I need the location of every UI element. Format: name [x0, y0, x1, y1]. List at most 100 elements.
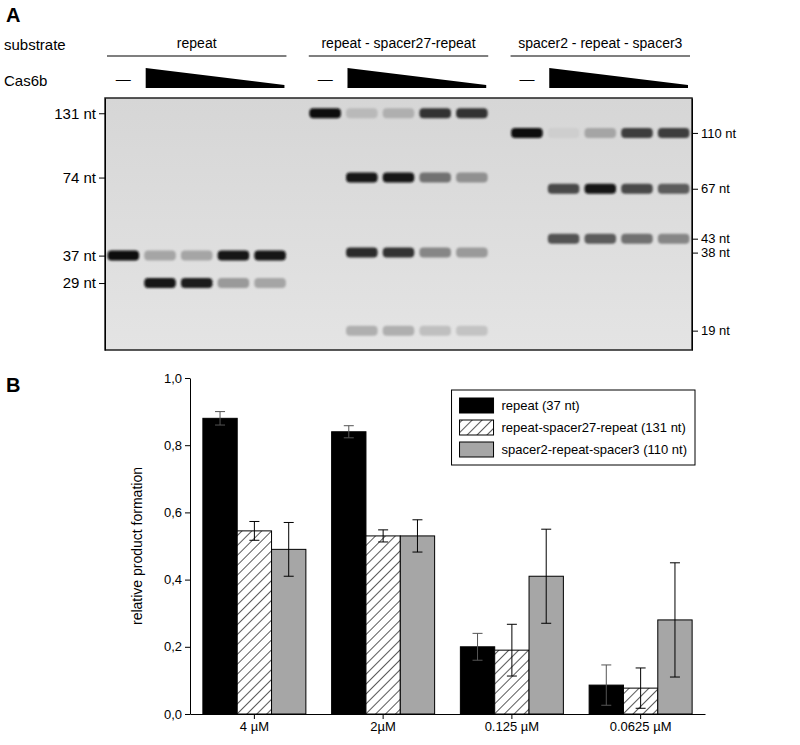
band: [548, 128, 580, 138]
tick-mark: [99, 283, 105, 284]
error-bar: [507, 624, 517, 676]
group-label: repeat: [177, 35, 217, 51]
error-cap: [215, 411, 225, 412]
tick: 0,2: [164, 639, 190, 654]
error-cap: [473, 660, 483, 661]
error-line: [288, 522, 289, 576]
legend-entry: repeat-spacer27-repeat (131 nt): [460, 420, 686, 435]
tick: 74 nt: [63, 169, 105, 186]
gel-panel: AsubstrateCas6brepeat—repeat - spacer27-…: [4, 4, 737, 351]
group-underline: [511, 55, 690, 56]
panel-label: A: [6, 4, 20, 26]
band: [419, 248, 451, 258]
error-cap: [249, 521, 259, 522]
tick-label: 0,4: [164, 572, 182, 587]
error-cap: [378, 541, 388, 542]
group-label: spacer2 - repeat - spacer3: [518, 35, 682, 51]
band: [383, 248, 415, 258]
error-line: [674, 563, 675, 677]
tick-mark: [185, 512, 190, 513]
band: [383, 326, 415, 336]
tick-mark: [692, 189, 698, 190]
control-label: —: [116, 70, 131, 87]
error-bar: [473, 633, 483, 660]
error-line: [640, 668, 641, 708]
error-cap: [670, 677, 680, 678]
tick: 67 nt: [692, 181, 730, 196]
band: [346, 248, 378, 258]
legend-label: spacer2-repeat-spacer3 (110 nt): [502, 442, 687, 457]
tick: 19 nt: [692, 323, 730, 338]
band: [548, 234, 580, 244]
band: [585, 234, 617, 244]
figure: AsubstrateCas6brepeat—repeat - spacer27-…: [0, 0, 800, 745]
y-axis-title: relative product formation: [129, 467, 145, 625]
band: [658, 184, 690, 194]
bar: [332, 432, 366, 714]
error-line: [383, 530, 384, 542]
error-cap: [670, 562, 680, 563]
tick-label: 67 nt: [701, 181, 730, 196]
tick-label: 38 nt: [701, 245, 730, 260]
error-cap: [344, 425, 354, 426]
band: [456, 108, 488, 118]
axis-line: [190, 379, 191, 715]
legend-label: repeat-spacer27-repeat (131 nt): [502, 420, 686, 435]
band: [511, 128, 543, 138]
error-line: [546, 529, 547, 623]
group-underline: [107, 55, 286, 56]
legend-label: repeat (37 nt): [502, 398, 580, 413]
error-bar: [215, 412, 225, 425]
band: [419, 108, 451, 118]
legend-swatch: [460, 420, 494, 435]
control-label: —: [519, 70, 534, 87]
tick: 131 nt: [54, 105, 105, 122]
tick-label: 1,0: [164, 371, 182, 386]
panel-label: B: [6, 374, 20, 396]
band: [181, 278, 213, 288]
tick-label: 43 nt: [701, 231, 730, 246]
error-line: [220, 412, 221, 425]
legend: repeat (37 nt) repeat-spacer27-repeat (13…: [452, 390, 695, 465]
band: [658, 128, 690, 138]
band: [658, 234, 690, 244]
band: [585, 128, 617, 138]
band: [548, 184, 580, 194]
tick: 0,8: [164, 438, 190, 453]
band: [383, 108, 415, 118]
band: [144, 251, 176, 261]
error-cap: [284, 576, 294, 577]
bar-panel: B0,00,20,40,60,81,04 µM2µM0.125 µM0.0625…: [6, 371, 706, 735]
band: [621, 234, 653, 244]
tick-label: 0,8: [164, 438, 182, 453]
lane-headers: repeat — repeat - spacer27-repeat — spacer2 …: [107, 35, 690, 88]
tick-mark: [185, 378, 190, 379]
tick: 0,0: [164, 707, 190, 722]
tick: 4 µM: [240, 714, 269, 734]
tick: 43 nt: [692, 231, 730, 246]
tick-mark: [99, 256, 105, 257]
tick: 2µM: [370, 714, 396, 734]
group-label: repeat - spacer27-repeat: [321, 35, 475, 51]
tick: 1,0: [164, 371, 190, 386]
row-label: substrate: [4, 36, 66, 53]
band: [346, 326, 378, 336]
error-bar: [601, 665, 611, 705]
band: [254, 251, 286, 261]
tick: 37 nt: [63, 247, 105, 264]
wedge: [146, 68, 285, 88]
error-cap: [249, 540, 259, 541]
tick-label: 29 nt: [63, 274, 97, 291]
band: [383, 173, 415, 183]
x-axis: 4 µM2µM0.125 µM0.0625 µM: [191, 714, 706, 734]
series: [272, 536, 693, 714]
band: [181, 251, 213, 261]
legend-entry: repeat (37 nt): [460, 398, 580, 413]
error-cap: [541, 529, 551, 530]
tick-mark: [99, 178, 105, 179]
tick-label: 19 nt: [701, 323, 730, 338]
band: [218, 278, 250, 288]
error-cap: [344, 437, 354, 438]
control-label: —: [318, 70, 333, 87]
tick: 0,4: [164, 572, 190, 587]
